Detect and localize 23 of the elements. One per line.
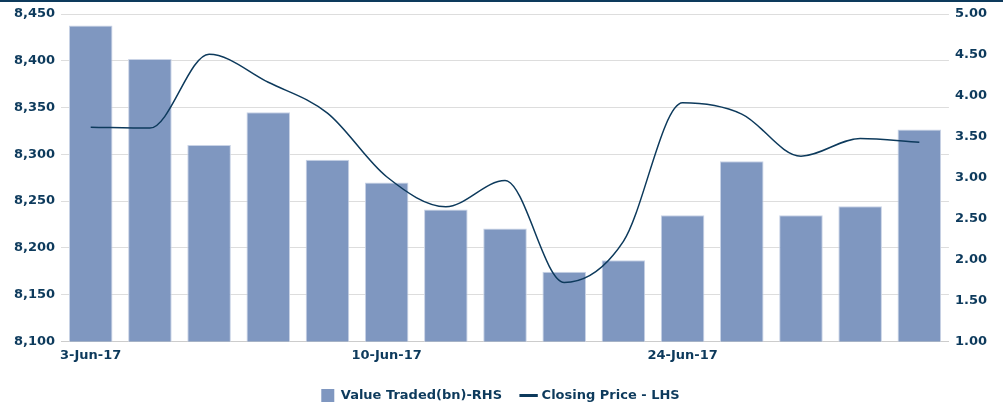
y-tick-label: 8,150: [14, 286, 56, 301]
y2-tick-label: 4.00: [954, 87, 987, 103]
y-tick-label: 8,200: [14, 239, 56, 255]
y-tick-label: 8,300: [14, 145, 56, 161]
y2-tick-label: 2.00: [954, 250, 987, 266]
y-tick-label: 8,250: [14, 192, 56, 208]
y-tick-label: 8,350: [14, 98, 56, 114]
line-series: [89, 53, 921, 284]
x-tick-label: 10-Jun-17: [351, 346, 422, 362]
y2-tick-label: 1.50: [954, 291, 987, 307]
y2-tick-label: 5.00: [954, 5, 987, 21]
y2-tick-label: 1.00: [954, 332, 987, 348]
legend-label: Value Traded(bn)-RHS: [340, 386, 503, 402]
y2-tick-label: 3.00: [954, 169, 987, 185]
y-tick-label: 8,100: [14, 332, 56, 348]
x-tick-label: 3-Jun-17: [60, 346, 122, 362]
y2-tick-label: 2.50: [954, 210, 987, 225]
y-tick-label: 8,400: [14, 52, 56, 68]
legend-label: Closing Price - LHS: [541, 386, 680, 402]
y2-tick-label: 3.50: [954, 128, 987, 144]
y-tick-label: 8,450: [14, 5, 56, 21]
y2-tick-label: 4.50: [954, 46, 987, 62]
x-tick-label: 24-Jun-17: [647, 346, 718, 362]
